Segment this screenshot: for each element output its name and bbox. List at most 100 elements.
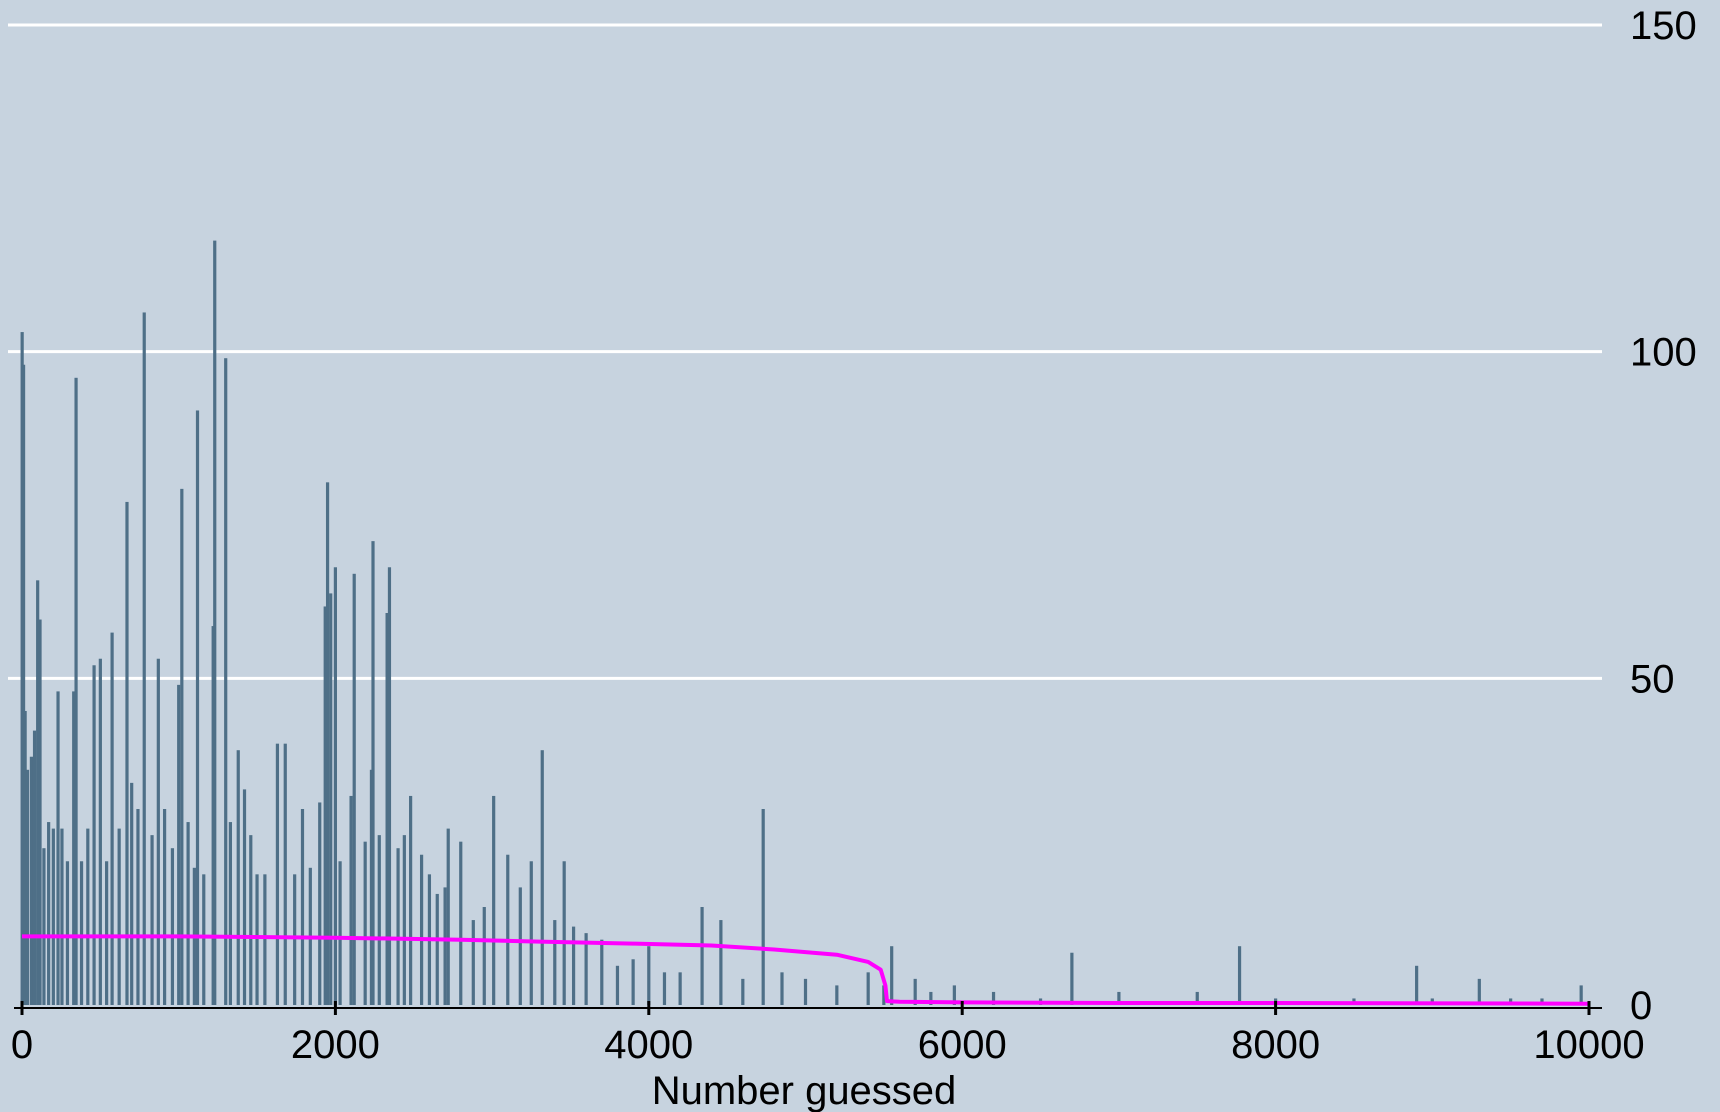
bar-102 bbox=[929, 991, 933, 1005]
bar-75 bbox=[482, 907, 486, 1005]
bar-4 bbox=[29, 756, 34, 1005]
bar-12 bbox=[60, 828, 64, 1005]
bar-92 bbox=[719, 920, 723, 1005]
x-tick-label-4000: 4000 bbox=[604, 1023, 693, 1067]
bar-47 bbox=[283, 743, 287, 1005]
x-axis: 0 2000 4000 6000 8000 10000 bbox=[11, 1001, 1645, 1067]
bar-27 bbox=[150, 835, 154, 1005]
bar-10 bbox=[51, 828, 55, 1005]
bar-51 bbox=[318, 802, 322, 1005]
bar-88 bbox=[647, 946, 651, 1005]
y-axis: 0 50 100 150 bbox=[1630, 4, 1697, 1028]
x-tick-label-6000: 6000 bbox=[918, 1023, 1007, 1067]
bar-107 bbox=[1117, 991, 1121, 1005]
bar-90 bbox=[678, 972, 682, 1005]
bar-85 bbox=[600, 939, 604, 1005]
y-tick-label-100: 100 bbox=[1630, 331, 1697, 375]
bar-8 bbox=[42, 848, 46, 1005]
bar-61 bbox=[371, 541, 375, 1005]
y-tick-label-50: 50 bbox=[1630, 657, 1675, 701]
bar-21 bbox=[110, 632, 114, 1005]
bar-25 bbox=[136, 809, 140, 1005]
bar-106 bbox=[1070, 952, 1074, 1005]
bar-98 bbox=[866, 972, 870, 1005]
bar-68 bbox=[419, 854, 424, 1005]
bar-23 bbox=[125, 501, 129, 1005]
bar-7 bbox=[38, 619, 42, 1005]
bar-54 bbox=[329, 593, 333, 1005]
bar-64 bbox=[387, 567, 392, 1005]
bar-114 bbox=[1477, 978, 1481, 1005]
bar-67 bbox=[409, 795, 413, 1005]
bar-13 bbox=[65, 861, 70, 1005]
bar-80 bbox=[540, 750, 544, 1005]
bar-6 bbox=[36, 580, 40, 1005]
y-tick-label-0: 0 bbox=[1630, 984, 1652, 1028]
bar-59 bbox=[363, 841, 367, 1005]
bar-117 bbox=[1579, 985, 1583, 1005]
bar-17 bbox=[86, 828, 90, 1005]
bar-19 bbox=[98, 658, 102, 1005]
x-tick-label-2000: 2000 bbox=[291, 1023, 380, 1067]
bar-2 bbox=[23, 711, 27, 1005]
x-tick-label-0: 0 bbox=[11, 1023, 33, 1067]
bar-96 bbox=[803, 978, 808, 1005]
bar-93 bbox=[741, 978, 745, 1005]
x-axis-title: Number guessed bbox=[652, 1069, 957, 1112]
bar-86 bbox=[615, 965, 620, 1005]
bar-65 bbox=[396, 848, 400, 1005]
bar-39 bbox=[224, 358, 228, 1005]
bar-77 bbox=[506, 854, 510, 1005]
bar-91 bbox=[700, 907, 704, 1005]
bar-109 bbox=[1237, 946, 1242, 1005]
bar-66 bbox=[402, 835, 406, 1005]
bar-99 bbox=[882, 985, 886, 1005]
bar-29 bbox=[162, 809, 167, 1005]
bar-26 bbox=[142, 312, 146, 1005]
bar-58 bbox=[352, 573, 356, 1005]
bar-18 bbox=[92, 665, 96, 1005]
bar-44 bbox=[255, 874, 259, 1005]
bar-42 bbox=[242, 789, 247, 1005]
bar-82 bbox=[562, 861, 566, 1005]
bar-112 bbox=[1415, 965, 1419, 1005]
bar-40 bbox=[228, 822, 233, 1005]
bar-72 bbox=[446, 828, 450, 1005]
bar-73 bbox=[459, 841, 463, 1005]
bar-94 bbox=[761, 809, 765, 1005]
bar-36 bbox=[202, 874, 206, 1005]
y-tick-label-150: 150 bbox=[1630, 4, 1697, 48]
bar-83 bbox=[571, 926, 576, 1005]
gridlines bbox=[8, 23, 1602, 680]
bar-74 bbox=[471, 920, 475, 1005]
bar-62 bbox=[377, 835, 381, 1005]
bar-76 bbox=[492, 795, 496, 1005]
bar-33 bbox=[186, 822, 190, 1005]
bar-16 bbox=[79, 861, 84, 1005]
bar-100 bbox=[890, 946, 894, 1005]
bar-71 bbox=[443, 887, 447, 1005]
bar-78 bbox=[518, 887, 522, 1005]
bar-15 bbox=[74, 377, 78, 1005]
bar-79 bbox=[529, 861, 533, 1005]
bar-95 bbox=[780, 972, 784, 1005]
bar-1 bbox=[21, 364, 26, 1005]
bar-108 bbox=[1195, 991, 1199, 1005]
bar-24 bbox=[130, 782, 134, 1005]
bar-22 bbox=[117, 828, 121, 1005]
bar-20 bbox=[105, 861, 109, 1005]
bar-63 bbox=[385, 613, 389, 1005]
bar-56 bbox=[338, 861, 342, 1005]
bar-35 bbox=[195, 410, 200, 1005]
x-tick-label-10000: 10000 bbox=[1533, 1023, 1644, 1067]
bar-5 bbox=[32, 730, 37, 1005]
bar-101 bbox=[913, 978, 917, 1005]
bar-41 bbox=[236, 750, 240, 1005]
bar-11 bbox=[56, 691, 60, 1005]
line-series bbox=[22, 934, 1590, 1006]
bar-53 bbox=[325, 482, 330, 1005]
bar-81 bbox=[553, 920, 557, 1005]
line-path bbox=[22, 934, 1590, 1006]
